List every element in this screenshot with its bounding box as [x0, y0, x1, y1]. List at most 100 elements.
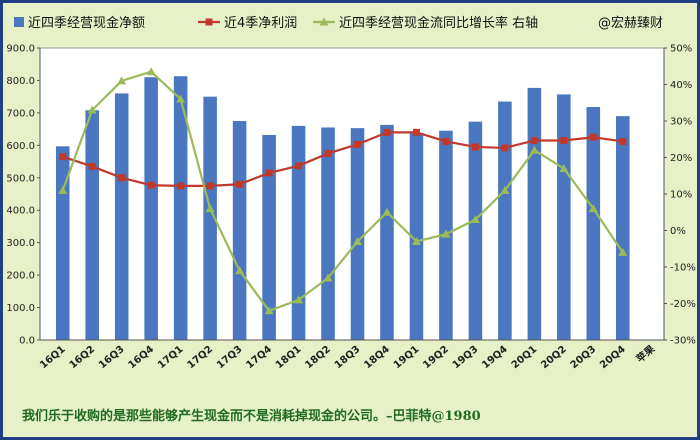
growth-rate-point: [264, 306, 274, 315]
x-axis-tick-label: 16Q1: [38, 344, 68, 371]
net-profit-point: [471, 143, 479, 151]
right-axis-tick-label: -30%: [670, 336, 696, 347]
x-axis-tick-label: 19Q3: [451, 344, 481, 371]
growth-rate-point: [117, 76, 127, 85]
growth-rate-point: [323, 273, 333, 282]
growth-rate-point: [87, 105, 97, 114]
left-axis-tick-label: 800.0: [6, 76, 35, 87]
growth-rate-point: [500, 185, 510, 194]
x-axis-tick-label: 16Q4: [127, 344, 157, 371]
left-axis-tick-label: 700.0: [6, 108, 35, 119]
net-profit-line: [62, 131, 623, 187]
growth-rate-point: [529, 145, 539, 154]
cash-flow-bar: [616, 116, 630, 340]
right-axis-tick-label: -20%: [670, 299, 696, 310]
left-axis-tick-label: 100.0: [6, 303, 35, 314]
net-profit-point: [324, 149, 332, 157]
legend-swatch-marker: [319, 17, 329, 26]
cash-flow-bar: [409, 133, 424, 340]
left-axis-tick-label: 200.0: [6, 271, 35, 282]
growth-rate-point: [441, 229, 451, 238]
x-axis-tick-label: 17Q3: [215, 344, 245, 371]
net-profit-point: [619, 137, 627, 145]
cash-flow-bar: [173, 76, 188, 340]
x-axis-tick-label: 20Q2: [539, 344, 569, 371]
net-profit-point: [236, 180, 244, 188]
cash-flow-bar: [262, 134, 276, 340]
cash-flow-bar: [114, 93, 129, 340]
cash-flow-bar: [55, 146, 70, 340]
right-axis-tick-label: 40%: [670, 80, 692, 91]
growth-rate-point: [176, 94, 186, 103]
x-axis-tick-label: 18Q3: [333, 344, 363, 371]
legend-watermark: @宏赫臻财: [598, 16, 663, 31]
cash-flow-bar: [498, 101, 512, 341]
right-axis-tick-label: 20%: [670, 153, 692, 164]
left-axis-tick-label: 900.0: [6, 44, 35, 55]
net-profit-point: [589, 133, 597, 141]
left-axis-tick-label: 300.0: [6, 238, 35, 249]
x-axis-tick-label: 20Q1: [510, 344, 540, 371]
x-axis-tick-label: 17Q2: [185, 344, 215, 371]
x-axis-tick-label: 18Q1: [274, 344, 304, 371]
cash-flow-bar: [586, 107, 601, 340]
right-axis-tick-label: 0%: [670, 226, 686, 237]
x-axis-tick-label: 19Q1: [392, 344, 422, 371]
net-profit-point: [265, 169, 273, 177]
net-profit-point: [118, 174, 126, 182]
growth-rate-point: [618, 247, 628, 256]
right-axis-tick-label: 10%: [670, 190, 692, 201]
legend-swatch-bar: [14, 17, 24, 27]
cash-flow-bar: [232, 121, 247, 340]
net-profit-point: [354, 140, 361, 148]
net-profit-point: [59, 153, 67, 161]
growth-rate-line: [61, 70, 624, 313]
growth-rate-point: [411, 236, 421, 245]
x-axis-tick-label: 18Q2: [303, 344, 333, 371]
legend-label: 近四季经营现金流同比增长率 右轴: [339, 15, 538, 31]
net-profit-point: [530, 136, 538, 144]
cash-flow-bar: [321, 127, 335, 340]
growth-rate-point: [58, 185, 68, 194]
x-axis-tick-label: 苹果: [634, 342, 658, 365]
net-profit-point: [442, 137, 450, 145]
cash-flow-bar: [144, 77, 158, 340]
growth-rate-point: [559, 163, 569, 172]
net-profit-point: [206, 182, 214, 190]
cash-flow-bar: [85, 110, 99, 340]
cash-flow-bar: [527, 87, 542, 340]
cash-flow-bar: [350, 128, 365, 340]
growth-rate-point: [205, 204, 215, 213]
cash-flow-bar: [291, 125, 306, 340]
left-axis-tick-label: 500.0: [6, 173, 35, 184]
net-profit-point: [88, 162, 96, 170]
left-axis-tick-label: 600.0: [6, 141, 35, 152]
x-axis-tick-label: 16Q2: [68, 344, 98, 371]
right-axis-tick-label: -10%: [670, 263, 696, 274]
growth-rate-point: [470, 215, 480, 224]
net-profit-point: [412, 128, 420, 136]
cash-flow-bar: [557, 94, 571, 340]
x-axis-tick-label: 16Q3: [97, 344, 127, 371]
x-axis-tick-label: 17Q4: [244, 344, 274, 371]
cash-flow-bar: [203, 96, 217, 341]
legend-label: 近四季经营现金净额: [28, 15, 145, 31]
growth-rate-point: [382, 207, 392, 216]
growth-rate-point: [235, 266, 245, 275]
growth-rate-point: [146, 67, 156, 76]
x-axis-tick-label: 20Q4: [598, 344, 628, 371]
net-profit-point: [560, 136, 568, 144]
legend-swatch-marker: [205, 18, 213, 26]
right-axis-tick-label: 30%: [670, 117, 692, 128]
growth-rate-point: [294, 295, 304, 304]
buffett-quote: 我们乐于收购的是那些能够产生现金而不是消耗掉现金的公司。–巴菲特@1980: [22, 409, 481, 424]
left-axis-tick-label: 400.0: [6, 206, 35, 217]
x-axis-tick-label: 19Q2: [421, 344, 451, 371]
legend: 近四季经营现金净额 近4季净利润 近四季经营现金流同比增长率 右轴 @宏赫臻财: [14, 15, 663, 31]
x-axis-tick-label: 19Q4: [480, 344, 510, 371]
right-axis-tick-label: 50%: [670, 44, 692, 55]
legend-label: 近4季净利润: [224, 16, 297, 31]
growth-rate-point: [588, 204, 598, 213]
net-profit-point: [383, 128, 391, 136]
net-profit-point: [501, 144, 509, 152]
